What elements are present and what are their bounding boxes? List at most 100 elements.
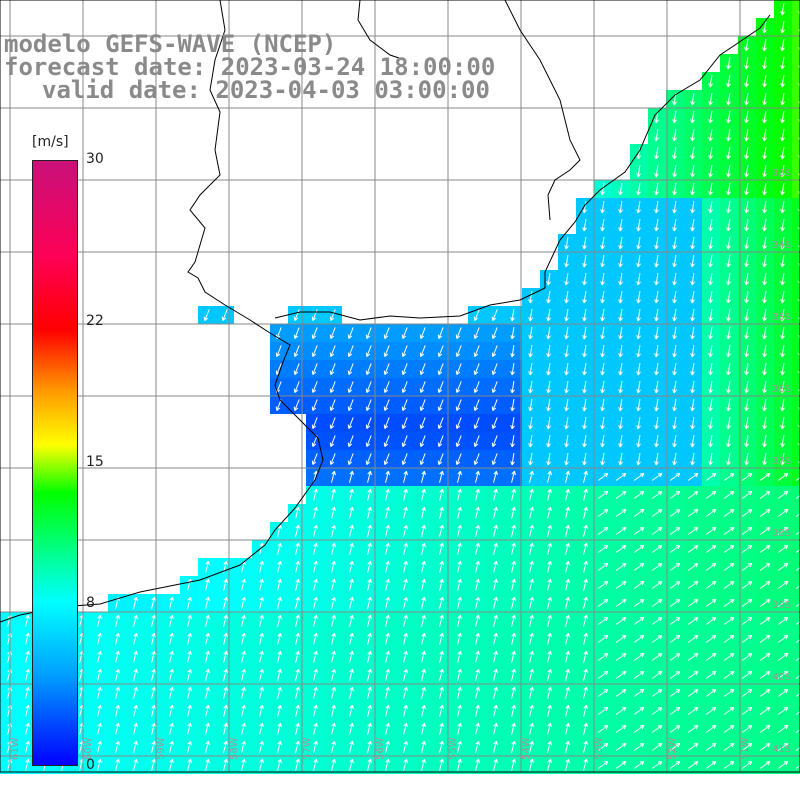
- wind-arrow-head: [349, 722, 353, 727]
- wind-arrow-head: [547, 299, 551, 304]
- wind-arrow-head: [172, 705, 174, 710]
- wind-arrow: [637, 416, 641, 430]
- wind-arrow-head: [564, 388, 567, 394]
- wind-arrow-head: [781, 335, 785, 340]
- wind-arrow: [615, 689, 627, 697]
- wind-arrow-head: [636, 370, 639, 376]
- wind-arrow-head: [460, 651, 462, 656]
- wind-arrow-head: [655, 209, 659, 214]
- wind-arrow: [349, 633, 353, 645]
- wind-arrow: [511, 615, 515, 627]
- wind-arrow: [439, 687, 443, 699]
- wind-arrow-head: [582, 298, 585, 304]
- wind-arrow: [331, 507, 335, 519]
- wind-arrow-head: [208, 741, 210, 746]
- wind-arrow-head: [151, 722, 155, 727]
- wind-arrow-head: [713, 707, 717, 712]
- wind-arrow-head: [763, 263, 767, 268]
- wind-arrow-head: [637, 173, 641, 178]
- wind-arrow: [97, 633, 101, 645]
- wind-arrow-head: [424, 507, 426, 512]
- wind-arrow-head: [136, 705, 138, 710]
- wind-arrow-head: [708, 442, 711, 448]
- wind-arrow-head: [514, 705, 516, 710]
- wind-arrow: [583, 669, 587, 681]
- wind-arrow: [655, 362, 659, 376]
- wind-arrow: [597, 509, 609, 517]
- wind-arrow-head: [675, 526, 680, 529]
- wind-arrow-head: [294, 371, 299, 375]
- wind-arrow: [493, 543, 497, 555]
- wind-arrow: [223, 615, 227, 627]
- wind-arrow: [709, 290, 713, 304]
- wind-arrow-head: [762, 442, 765, 448]
- wind-arrow-head: [352, 579, 354, 584]
- wind-arrow-head: [744, 352, 747, 358]
- wind-arrow-head: [605, 761, 609, 766]
- wind-arrow-head: [639, 490, 644, 493]
- wind-arrow-head: [190, 579, 192, 584]
- wind-arrow-head: [169, 614, 173, 619]
- wind-arrow: [781, 416, 785, 430]
- wind-arrow-head: [439, 560, 443, 565]
- wind-arrow-head: [511, 578, 515, 583]
- wind-arrow: [330, 435, 336, 447]
- wind-arrow-head: [514, 525, 516, 530]
- wind-arrow: [615, 527, 627, 535]
- wind-arrow-head: [565, 650, 569, 655]
- wind-arrow-head: [603, 670, 608, 673]
- wind-arrow-head: [223, 668, 227, 673]
- wind-arrow: [547, 272, 551, 286]
- wind-arrow-head: [406, 525, 408, 530]
- wind-arrow: [205, 687, 209, 699]
- wind-arrow: [259, 687, 263, 699]
- wind-arrow: [223, 759, 227, 771]
- wind-arrow: [439, 651, 443, 663]
- wind-arrow-head: [118, 669, 120, 674]
- wind-arrow-head: [727, 65, 731, 70]
- wind-arrow: [331, 741, 335, 753]
- wind-arrow: [331, 489, 335, 501]
- wind-arrow: [493, 471, 497, 483]
- wind-arrow: [331, 759, 335, 771]
- wind-arrow-head: [388, 615, 390, 620]
- wind-arrow-head: [762, 316, 765, 322]
- wind-arrow-head: [478, 669, 480, 674]
- wind-arrow-head: [745, 209, 749, 214]
- wind-arrow-head: [605, 581, 609, 586]
- wind-arrow-head: [457, 704, 461, 709]
- wind-arrow: [655, 218, 659, 232]
- wind-arrow-head: [673, 443, 677, 448]
- wind-arrow-head: [765, 670, 770, 673]
- wind-arrow-head: [621, 526, 626, 529]
- wind-arrow-head: [280, 741, 282, 746]
- wind-arrow-head: [731, 725, 735, 730]
- wind-arrow-head: [406, 723, 408, 728]
- wind-arrow: [795, 693, 800, 697]
- wind-arrow: [669, 671, 681, 679]
- wind-arrow-head: [312, 335, 317, 339]
- wind-arrow: [583, 543, 587, 555]
- wind-arrow-head: [529, 740, 533, 745]
- wind-arrow: [633, 725, 645, 733]
- wind-arrow-head: [621, 580, 626, 583]
- wind-arrow: [687, 509, 699, 517]
- wind-arrow: [295, 507, 299, 519]
- wind-arrow: [745, 92, 749, 106]
- wind-arrow-head: [565, 425, 569, 430]
- wind-arrow: [151, 669, 155, 681]
- wind-arrow: [565, 543, 569, 555]
- wind-arrow-head: [514, 669, 516, 674]
- wind-arrow-head: [655, 371, 659, 376]
- wind-arrow-head: [623, 617, 627, 622]
- wind-arrow-head: [223, 650, 227, 655]
- wind-arrow: [673, 308, 677, 322]
- wind-arrow: [241, 705, 245, 717]
- wind-arrow-head: [583, 524, 587, 529]
- wind-arrow-head: [478, 651, 480, 656]
- wind-arrow-head: [726, 136, 729, 142]
- wind-arrow-head: [762, 154, 765, 160]
- wind-arrow-head: [783, 706, 788, 709]
- wind-arrow-head: [583, 704, 587, 709]
- wind-cell: [792, 72, 800, 90]
